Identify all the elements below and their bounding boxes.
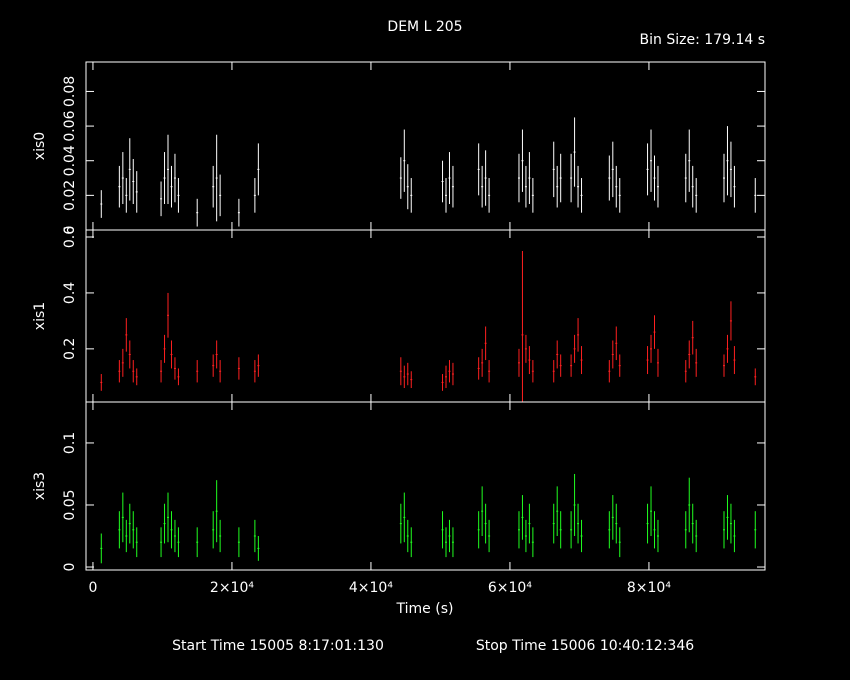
y-axis-label: xis1 xyxy=(32,302,48,330)
x-tick-label: 6×10⁴ xyxy=(488,580,532,596)
panel-frame xyxy=(85,229,766,403)
y-tick-label: 0.05 xyxy=(62,489,78,520)
x-tick-label: 4×10⁴ xyxy=(349,580,393,596)
panel-frame xyxy=(85,61,766,231)
x-axis-label: Time (s) xyxy=(396,601,454,617)
y-axis-label: xis3 xyxy=(32,472,48,500)
y-tick-label: 0.04 xyxy=(62,145,78,176)
y-tick-label: 0.2 xyxy=(62,338,78,360)
y-tick-label: 0.08 xyxy=(62,76,78,107)
y-tick-label: 0.6 xyxy=(62,226,78,248)
bin-size: Bin Size: 179.14 s xyxy=(640,32,765,48)
plot-area xyxy=(100,473,757,564)
y-tick-label: 0 xyxy=(62,226,78,235)
stop-time: Stop Time 15006 10:40:12:346 xyxy=(476,638,694,654)
x-tick-label: 2×10⁴ xyxy=(210,580,254,596)
y-tick-label: 0.02 xyxy=(62,180,78,211)
y-tick-label: 0.1 xyxy=(62,432,78,454)
plot-area xyxy=(100,250,757,402)
plot-area xyxy=(100,117,757,227)
y-tick-label: 0 xyxy=(62,563,78,572)
y-axis-label: xis0 xyxy=(32,132,48,160)
panel-frame xyxy=(85,401,766,571)
y-tick-label: 0.06 xyxy=(62,110,78,141)
x-tick-label: 8×10⁴ xyxy=(627,580,671,596)
y-tick-label: 0.4 xyxy=(62,282,78,304)
x-tick-label: 0 xyxy=(88,580,97,596)
chart-title: DEM L 205 xyxy=(387,19,462,35)
start-time: Start Time 15005 8:17:01:130 xyxy=(172,638,384,654)
